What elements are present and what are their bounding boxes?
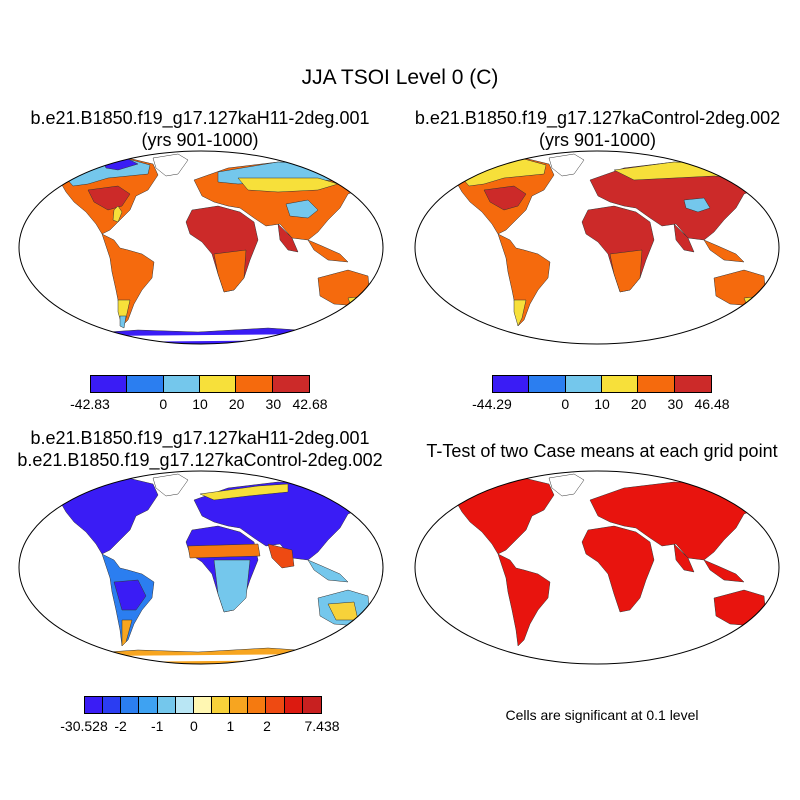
colorbar-label: 1 <box>226 718 235 734</box>
colorbar-label: 30 <box>265 396 282 412</box>
panel3-title-line2: b.e21.B1850.f19_g17.127kaControl-2deg.00… <box>17 450 383 470</box>
colorbar-label: -44.29 <box>472 396 512 412</box>
colorbar-swatch <box>284 697 303 713</box>
colorbar-label: 30 <box>667 396 684 412</box>
colorbar-swatch <box>230 697 249 713</box>
colorbar-swatch <box>302 697 321 713</box>
colorbar-swatch <box>601 376 639 392</box>
colorbar-label: 0 <box>189 718 198 734</box>
panel2-title-line2: (yrs 901-1000) <box>538 130 657 150</box>
colorbar-label: -42.83 <box>70 396 110 412</box>
colorbar-label: 46.48 <box>694 396 730 412</box>
colorbar-label: 7.438 <box>304 718 340 734</box>
colorbar-label: 20 <box>630 396 647 412</box>
panel1-title-line2: (yrs 901-1000) <box>141 130 259 150</box>
panel2-map <box>414 150 780 345</box>
panel3-title-line1: b.e21.B1850.f19_g17.127kaH11-2deg.001 <box>30 428 370 448</box>
panel1-map <box>18 150 384 345</box>
panel1-colorbar <box>90 375 310 393</box>
panel3-colorbar-labels: -30.528 -2 -1 0 1 2 7.438 <box>60 718 339 738</box>
colorbar-swatch <box>529 376 566 392</box>
colorbar-swatch <box>266 697 285 713</box>
colorbar-swatch <box>175 697 194 713</box>
panel2-colorbar-labels: -44.29 0 10 20 30 46.48 <box>472 396 729 416</box>
panel3-map <box>18 470 384 665</box>
colorbar-label: 2 <box>263 718 271 734</box>
colorbar-swatch <box>493 376 530 392</box>
colorbar-swatch <box>139 697 158 713</box>
colorbar-swatch <box>121 697 140 713</box>
colorbar-swatch <box>248 697 267 713</box>
panel4-map <box>414 470 780 665</box>
panel2-title-line1: b.e21.B1850.f19_g17.127kaControl-2deg.00… <box>414 108 781 128</box>
panel1-title-line1: b.e21.B1850.f19_g17.127kaH11-2deg.001 <box>30 108 370 128</box>
colorbar-swatch <box>236 376 273 392</box>
colorbar-label: 10 <box>594 396 610 412</box>
colorbar-label: -2 <box>114 718 127 734</box>
colorbar-swatch <box>163 376 200 392</box>
colorbar-swatch <box>157 697 176 713</box>
colorbar-swatch <box>211 697 231 713</box>
colorbar-swatch <box>193 697 212 713</box>
colorbar-swatch <box>638 376 675 392</box>
colorbar-swatch <box>199 376 237 392</box>
colorbar-label: 10 <box>192 396 208 412</box>
colorbar-swatch <box>674 376 711 392</box>
colorbar-label: 0 <box>561 396 570 412</box>
colorbar-swatch <box>565 376 602 392</box>
colorbar-swatch <box>91 376 128 392</box>
colorbar-swatch <box>85 697 104 713</box>
colorbar-swatch <box>127 376 164 392</box>
colorbar-label: -30.528 <box>60 718 108 734</box>
colorbar-label: 0 <box>159 396 168 412</box>
panel1-colorbar-labels: -42.83 0 10 20 30 42.68 <box>70 396 327 416</box>
colorbar-swatch <box>272 376 309 392</box>
colorbar-label: 42.68 <box>292 396 328 412</box>
colorbar-label: -1 <box>150 718 164 734</box>
panel2-colorbar <box>492 375 712 393</box>
significance-note: Cells are significant at 0.1 level <box>505 707 699 723</box>
panel4-title: T-Test of two Case means at each grid po… <box>426 441 778 461</box>
colorbar-swatch <box>103 697 122 713</box>
panel3-colorbar <box>84 696 322 714</box>
colorbar-label: 20 <box>228 396 245 412</box>
main-title: JJA TSOI Level 0 (C) <box>301 66 499 89</box>
